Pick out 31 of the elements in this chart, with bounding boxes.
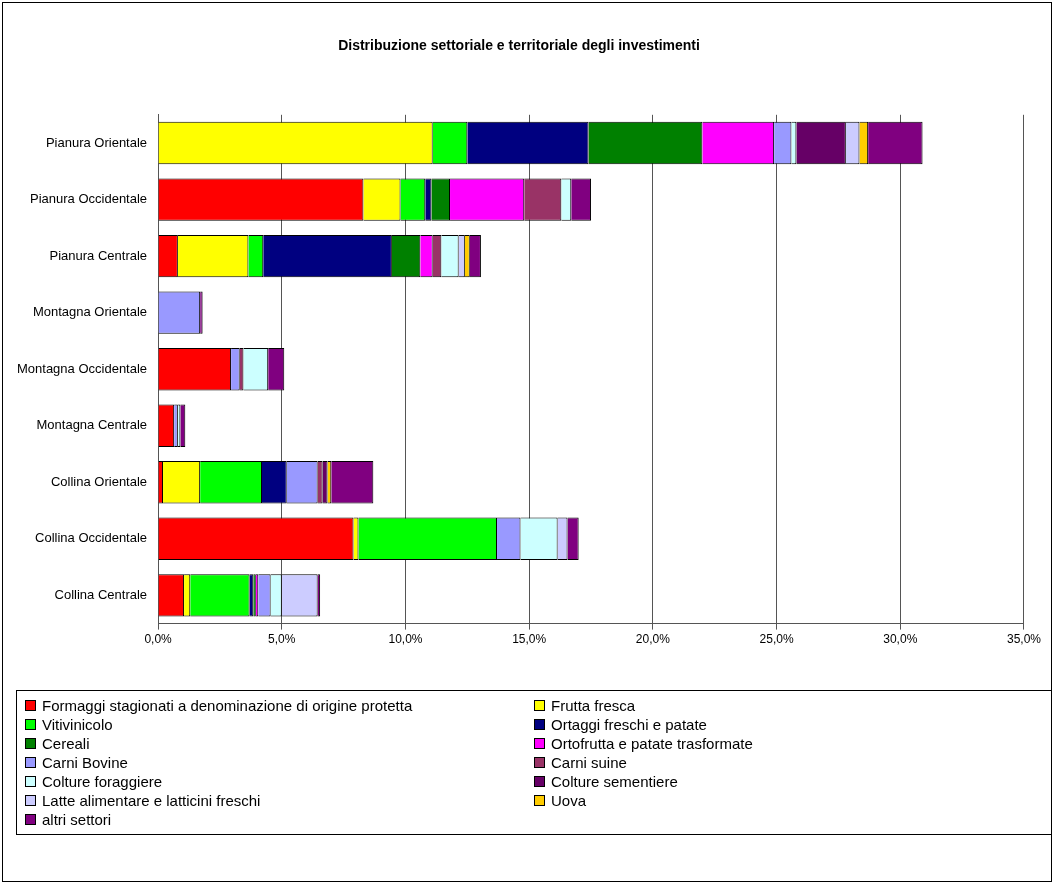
- legend-label: Colture foraggiere: [42, 773, 163, 790]
- x-tick-label: 5,0%: [268, 632, 296, 647]
- legend-label: Vitivinicolo: [42, 716, 113, 733]
- legend-label: Ortofrutta e patate trasformate: [551, 735, 753, 752]
- legend-label: Cereali: [42, 735, 90, 752]
- legend-label: Ortaggi freschi e patate: [551, 716, 707, 733]
- legend-label: Frutta fresca: [551, 697, 636, 714]
- y-tick-label: Montagna Occidentale: [16, 360, 148, 376]
- x-tick-label: 0,0%: [144, 632, 173, 647]
- y-tick-label: Montagna Centrale: [36, 417, 148, 433]
- legend-label: Uova: [551, 792, 587, 809]
- x-tick-label: 35,0%: [1006, 632, 1042, 647]
- legend-label: Carni suine: [551, 754, 627, 771]
- y-tick-label: Pianura Centrale: [49, 247, 148, 263]
- legend-label: altri settori: [42, 811, 112, 828]
- y-tick-label: Pianura Orientale: [45, 134, 148, 150]
- legend-label: Colture sementiere: [551, 773, 678, 790]
- y-tick-label: Montagna Orientale: [32, 304, 148, 320]
- x-tick-label: 30,0%: [883, 632, 918, 647]
- legend-label: Carni Bovine: [42, 754, 128, 771]
- y-tick-label: Pianura Occidentale: [30, 191, 148, 207]
- x-tick-label: 20,0%: [635, 632, 671, 647]
- y-tick-label: Collina Occidentale: [35, 530, 148, 546]
- y-tick-label: Collina Centrale: [54, 586, 148, 602]
- x-tick-label: 10,0%: [388, 632, 423, 647]
- chart-title: Distribuzione settoriale e territoriale degli investimenti: [338, 37, 700, 54]
- legend-label: Latte alimentare e latticini freschi: [42, 792, 261, 809]
- x-tick-label: 25,0%: [759, 632, 794, 647]
- legend-label: Formaggi stagionati a denominazione di origine protetta: [42, 697, 413, 714]
- x-tick-label: 15,0%: [512, 632, 547, 647]
- y-tick-label: Collina Orientale: [50, 473, 148, 489]
